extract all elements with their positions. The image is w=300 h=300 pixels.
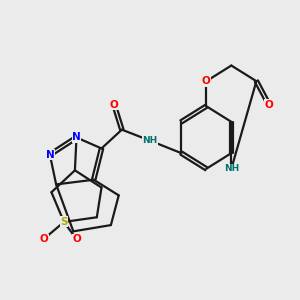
Text: O: O (202, 76, 211, 86)
Text: O: O (39, 234, 48, 244)
Text: NH: NH (224, 164, 239, 173)
Text: N: N (72, 133, 81, 142)
Text: O: O (110, 100, 118, 110)
Text: S: S (60, 217, 68, 227)
Text: O: O (265, 100, 273, 110)
Text: O: O (72, 234, 81, 244)
Text: N: N (46, 150, 54, 160)
Text: NH: NH (142, 136, 158, 145)
